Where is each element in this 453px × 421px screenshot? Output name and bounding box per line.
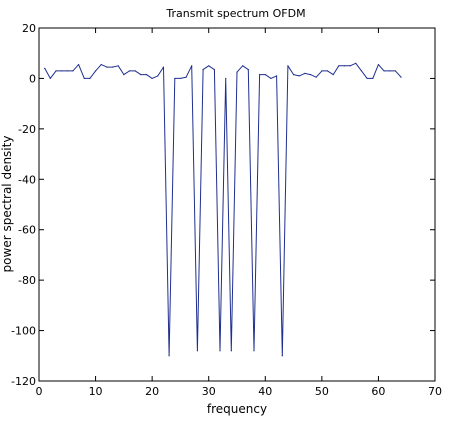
- data-point: [168, 355, 170, 357]
- axis-tick-labels: 0 10 20 30 40 50 60 70 20 0 -20 -40 -60 -80 -100 -120: [11, 22, 442, 398]
- data-point: [134, 70, 136, 72]
- y-tick-label: -40: [18, 173, 36, 186]
- axis-ticks: [38, 27, 436, 382]
- data-point: [89, 77, 91, 80]
- axes-frame: [38, 27, 436, 382]
- data-point: [145, 74, 148, 76]
- data-point: [78, 63, 80, 66]
- data-point: [225, 77, 227, 80]
- data-point: [276, 75, 278, 77]
- y-axis-label: power spectral density: [0, 136, 14, 273]
- data-point: [338, 65, 340, 67]
- data-point: [372, 77, 374, 80]
- y-tick-label: -100: [11, 325, 36, 338]
- data-point: [270, 77, 272, 80]
- plot-area: 0 10 20 30 40 50 60 70 20 0 -20 -40 -60 -80 -100 -120: [11, 22, 442, 398]
- data-point: [321, 70, 323, 72]
- data-point: [389, 70, 391, 72]
- series-line: [44, 62, 402, 357]
- data-point: [185, 76, 187, 78]
- chart-title: Transmit spectrum OFDM: [165, 7, 305, 20]
- data-point: [247, 69, 249, 71]
- x-tick-label: 50: [315, 385, 329, 398]
- series-layer: [44, 62, 402, 357]
- data-point: [66, 70, 68, 72]
- data-point: [394, 70, 396, 72]
- data-point: [140, 74, 142, 76]
- x-tick-label: 60: [371, 385, 385, 398]
- data-point: [355, 62, 357, 64]
- data-point: [287, 65, 289, 67]
- data-point: [162, 66, 165, 68]
- data-point: [44, 67, 46, 69]
- y-tick-label: 20: [22, 22, 36, 35]
- data-point: [123, 74, 125, 76]
- data-point: [196, 350, 198, 352]
- data-point: [264, 74, 266, 76]
- data-point: [230, 350, 232, 352]
- data-point: [400, 76, 402, 78]
- data-point: [151, 77, 153, 80]
- data-point: [259, 74, 261, 76]
- data-point: [281, 355, 283, 357]
- data-point: [253, 350, 255, 352]
- data-point: [383, 70, 385, 72]
- data-point: [298, 75, 300, 77]
- x-tick-label: 70: [428, 385, 442, 398]
- data-point: [94, 70, 97, 72]
- x-tick-label: 20: [145, 385, 159, 398]
- data-point: [128, 70, 131, 72]
- data-point: [191, 65, 193, 67]
- data-point: [219, 350, 221, 352]
- data-point: [304, 72, 306, 74]
- data-point: [332, 74, 334, 76]
- data-point: [377, 63, 380, 66]
- data-point: [315, 76, 317, 78]
- data-point: [309, 74, 312, 76]
- y-tick-label: -60: [18, 224, 36, 237]
- data-point: [83, 77, 85, 80]
- data-point: [117, 65, 119, 67]
- y-tick-label: 0: [29, 72, 36, 85]
- data-point: [208, 65, 210, 67]
- data-point: [61, 70, 63, 72]
- data-point: [366, 77, 368, 80]
- data-point: [106, 66, 108, 68]
- data-point: [326, 70, 329, 72]
- data-point: [343, 65, 346, 67]
- data-point: [49, 77, 51, 80]
- data-point: [157, 75, 159, 77]
- x-tick-label: 10: [89, 385, 103, 398]
- y-tick-label: -20: [18, 123, 36, 136]
- y-tick-label: -120: [11, 375, 36, 388]
- data-point: [213, 69, 215, 71]
- data-point: [55, 70, 57, 72]
- data-point: [292, 74, 295, 76]
- data-point: [111, 66, 114, 68]
- x-axis-label: frequency: [207, 402, 267, 416]
- data-point: [72, 70, 74, 72]
- x-tick-label: 40: [258, 385, 272, 398]
- data-point: [242, 65, 244, 67]
- data-point: [349, 65, 351, 67]
- data-point: [236, 71, 238, 73]
- data-point: [174, 77, 176, 80]
- data-point: [360, 70, 363, 72]
- y-tick-label: -80: [18, 274, 36, 287]
- data-point: [100, 63, 102, 66]
- x-tick-label: 0: [36, 385, 43, 398]
- x-tick-label: 30: [202, 385, 216, 398]
- data-point: [179, 77, 182, 80]
- data-point: [202, 69, 204, 71]
